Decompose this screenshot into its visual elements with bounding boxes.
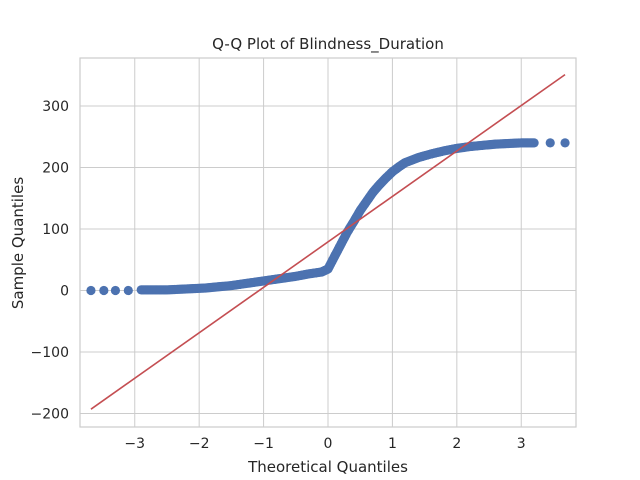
y-tick-label: 200: [42, 160, 69, 176]
y-tick-label: −200: [31, 406, 69, 422]
y-tick-label: −100: [31, 345, 69, 361]
x-tick-label: −1: [253, 436, 274, 452]
y-tick-labels: −200 −100 0 100 200 300: [31, 99, 69, 423]
reference-line: [90, 73, 566, 410]
data-points: [86, 138, 570, 296]
y-tick-label: 100: [42, 222, 69, 238]
plot-frame: [79, 57, 577, 428]
x-tick-label: −2: [189, 436, 210, 452]
data-point: [110, 285, 121, 296]
x-tick-labels: −3 −2 −1 0 1 2 3: [124, 436, 525, 452]
data-point: [99, 285, 109, 296]
x-tick-label: 1: [388, 436, 397, 452]
x-axis-label: Theoretical Quantiles: [247, 458, 408, 476]
x-tick-label: 3: [517, 436, 526, 452]
chart-title: Q-Q Plot of Blindness_Duration: [212, 35, 444, 54]
data-point: [529, 138, 539, 148]
grid-lines: [80, 58, 576, 427]
data-point: [560, 138, 570, 148]
x-tick-label: 2: [452, 436, 461, 452]
y-tick-label: 0: [60, 283, 69, 299]
y-axis-label: Sample Quantiles: [9, 177, 27, 309]
data-point: [123, 285, 133, 296]
data-point: [545, 138, 555, 148]
x-tick-label: 0: [324, 436, 333, 452]
y-tick-label: 300: [42, 99, 69, 115]
x-tick-label: −3: [124, 436, 145, 452]
data-point: [86, 285, 96, 296]
